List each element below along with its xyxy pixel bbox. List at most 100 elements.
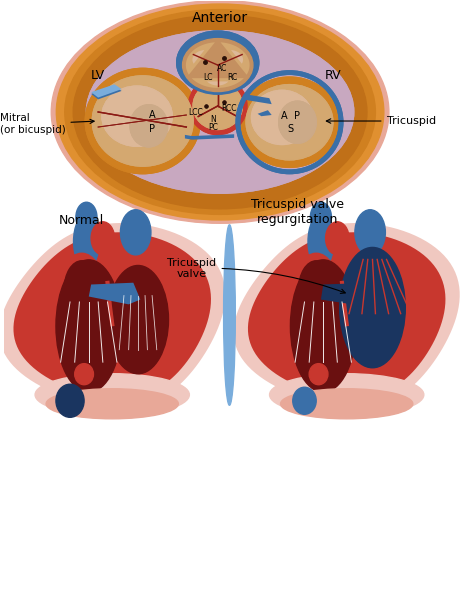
Polygon shape: [234, 223, 460, 407]
Text: LC: LC: [204, 72, 213, 81]
Ellipse shape: [85, 68, 200, 174]
Text: P: P: [149, 124, 155, 134]
Ellipse shape: [51, 1, 389, 223]
Polygon shape: [207, 81, 228, 86]
Polygon shape: [91, 84, 122, 98]
Ellipse shape: [102, 86, 172, 147]
Ellipse shape: [76, 202, 97, 232]
Ellipse shape: [92, 76, 193, 166]
Ellipse shape: [193, 83, 242, 130]
Polygon shape: [231, 50, 243, 64]
Ellipse shape: [294, 253, 338, 326]
Polygon shape: [248, 232, 446, 398]
Polygon shape: [220, 42, 250, 75]
Polygon shape: [191, 78, 244, 88]
Text: A: A: [149, 110, 155, 120]
Text: Anterior: Anterior: [192, 10, 248, 25]
Text: PC: PC: [208, 123, 218, 132]
Polygon shape: [91, 86, 122, 99]
Text: LV: LV: [91, 69, 105, 83]
Ellipse shape: [182, 39, 253, 92]
Text: RV: RV: [324, 69, 341, 83]
Ellipse shape: [177, 31, 259, 94]
Ellipse shape: [281, 389, 413, 419]
Ellipse shape: [130, 105, 167, 147]
Text: A: A: [281, 111, 288, 121]
Ellipse shape: [85, 68, 200, 174]
Ellipse shape: [56, 260, 122, 392]
Ellipse shape: [86, 31, 354, 193]
Polygon shape: [244, 94, 272, 104]
Ellipse shape: [308, 214, 334, 268]
Ellipse shape: [239, 77, 340, 168]
Polygon shape: [257, 110, 272, 116]
Ellipse shape: [68, 16, 373, 208]
Polygon shape: [192, 50, 204, 64]
Ellipse shape: [35, 374, 190, 416]
Text: Mitral
(or bicuspid): Mitral (or bicuspid): [0, 113, 94, 135]
Ellipse shape: [193, 83, 242, 130]
Ellipse shape: [189, 77, 247, 134]
Text: RCC: RCC: [221, 104, 236, 113]
Ellipse shape: [189, 77, 247, 134]
Ellipse shape: [73, 214, 100, 268]
Text: Tricuspid valve
regurgitation: Tricuspid valve regurgitation: [251, 198, 344, 227]
Ellipse shape: [65, 10, 375, 215]
Ellipse shape: [59, 253, 104, 326]
Text: P: P: [293, 111, 300, 121]
Polygon shape: [186, 42, 215, 75]
Ellipse shape: [86, 31, 354, 193]
Ellipse shape: [291, 260, 356, 392]
Ellipse shape: [252, 90, 312, 145]
Ellipse shape: [279, 101, 316, 144]
Ellipse shape: [340, 247, 405, 368]
Polygon shape: [220, 42, 250, 75]
Ellipse shape: [246, 84, 333, 160]
Ellipse shape: [46, 389, 178, 419]
Ellipse shape: [309, 364, 328, 385]
Text: AC: AC: [217, 64, 228, 73]
Ellipse shape: [177, 31, 259, 94]
Ellipse shape: [279, 101, 316, 144]
Text: S: S: [287, 124, 293, 134]
Polygon shape: [0, 223, 225, 407]
Ellipse shape: [252, 90, 312, 145]
Ellipse shape: [310, 202, 331, 232]
Polygon shape: [13, 232, 211, 398]
Ellipse shape: [64, 260, 100, 318]
Ellipse shape: [120, 210, 151, 255]
Ellipse shape: [92, 76, 193, 166]
Ellipse shape: [239, 77, 340, 168]
Text: Tricuspid
valve: Tricuspid valve: [167, 257, 345, 294]
Ellipse shape: [91, 222, 115, 255]
Ellipse shape: [108, 265, 168, 374]
Ellipse shape: [75, 364, 93, 385]
Ellipse shape: [293, 387, 316, 414]
Ellipse shape: [130, 105, 167, 147]
Text: LCC: LCC: [188, 108, 203, 117]
Ellipse shape: [246, 84, 333, 160]
Text: RC: RC: [228, 72, 238, 81]
Text: N: N: [210, 115, 216, 124]
Ellipse shape: [56, 384, 84, 417]
Polygon shape: [89, 283, 140, 305]
Polygon shape: [185, 134, 234, 140]
Text: Tricuspid: Tricuspid: [326, 116, 436, 126]
Text: Normal: Normal: [58, 214, 103, 227]
Ellipse shape: [326, 222, 349, 255]
Polygon shape: [192, 50, 204, 64]
Ellipse shape: [73, 15, 367, 209]
Ellipse shape: [224, 225, 235, 405]
Ellipse shape: [56, 4, 384, 220]
Ellipse shape: [270, 374, 424, 416]
Ellipse shape: [0, 225, 1, 405]
Polygon shape: [207, 81, 228, 86]
Ellipse shape: [102, 86, 172, 147]
Polygon shape: [321, 283, 380, 307]
Polygon shape: [231, 50, 243, 64]
Ellipse shape: [355, 210, 385, 255]
Polygon shape: [186, 42, 215, 75]
Polygon shape: [191, 78, 244, 88]
Ellipse shape: [182, 39, 253, 92]
Ellipse shape: [299, 260, 334, 318]
